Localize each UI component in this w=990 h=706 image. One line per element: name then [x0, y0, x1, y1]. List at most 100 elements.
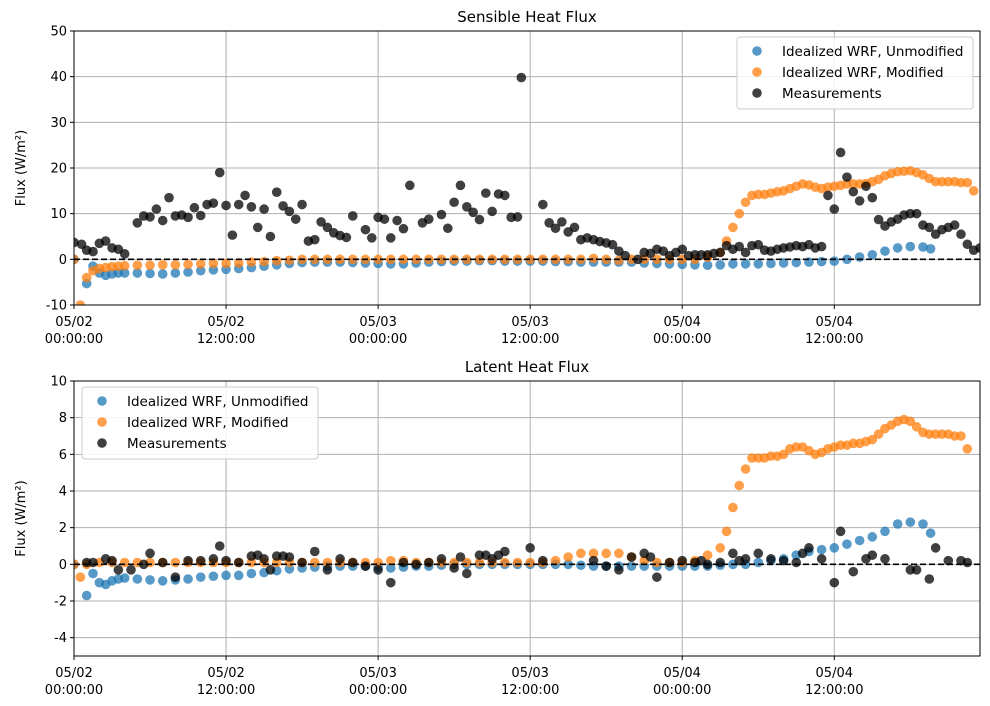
data-point [867, 550, 878, 560]
data-point [854, 196, 865, 206]
data-point [715, 543, 726, 553]
data-point [157, 215, 168, 226]
y-tick-label: 2 [59, 521, 67, 536]
x-tick-label: 05/04 [816, 315, 853, 330]
data-point [157, 269, 168, 279]
y-tick-label: 50 [50, 25, 67, 40]
data-point [778, 555, 789, 566]
data-point [753, 239, 764, 250]
data-point [956, 431, 966, 441]
data-point [905, 416, 916, 427]
data-point [652, 572, 662, 582]
x-tick-label: 00:00:00 [653, 332, 711, 347]
data-point [170, 260, 181, 270]
data-point [588, 555, 599, 566]
data-point [487, 206, 497, 217]
data-point [360, 561, 371, 571]
data-point [778, 258, 789, 268]
data-point [500, 190, 510, 201]
data-point [867, 249, 878, 260]
data-point [462, 202, 472, 212]
data-point [259, 256, 269, 267]
data-point [347, 557, 358, 568]
data-point [835, 526, 846, 537]
data-point [740, 197, 751, 208]
x-tick-label: 05/02 [55, 666, 92, 681]
data-point [677, 555, 688, 566]
legend-box [81, 386, 319, 460]
data-point [512, 212, 523, 222]
data-point [823, 190, 833, 201]
y-tick-label: 10 [50, 375, 67, 390]
data-point [829, 204, 840, 214]
data-point [233, 570, 244, 581]
data-point [880, 554, 890, 564]
data-point [753, 259, 764, 269]
legend-marker [752, 67, 762, 77]
legend-entry-label: Idealized WRF, Modified [127, 415, 289, 431]
data-point [829, 256, 840, 266]
data-point [278, 201, 288, 211]
data-point [804, 543, 814, 553]
data-point [962, 444, 973, 454]
chart-title: Latent Heat Flux [465, 358, 589, 376]
data-point [797, 548, 808, 559]
x-tick-label: 05/03 [511, 315, 548, 330]
data-point [195, 265, 206, 276]
data-point [778, 449, 789, 460]
data-point [443, 223, 453, 234]
data-point [170, 557, 181, 568]
data-point [157, 260, 168, 270]
data-point [195, 210, 206, 221]
x-tick-label: 05/03 [359, 666, 396, 681]
data-point [436, 209, 447, 220]
y-tick-label: -2 [54, 595, 67, 610]
data-point [550, 223, 561, 234]
data-point [88, 568, 98, 579]
data-point [816, 554, 827, 564]
data-point [962, 177, 973, 188]
data-point [607, 239, 618, 250]
y-axis-label: Flux (W/m²) [14, 130, 29, 206]
data-point [221, 258, 231, 269]
data-point [474, 214, 485, 225]
data-point [525, 557, 535, 568]
legend-box [736, 36, 974, 110]
y-tick-label: 0 [59, 558, 67, 573]
data-point [516, 72, 527, 83]
data-point [316, 217, 326, 227]
data-point [925, 528, 936, 538]
x-tick-label: 05/04 [816, 666, 853, 681]
data-point [208, 554, 219, 564]
data-point [455, 180, 466, 191]
y-tick-label: 20 [50, 162, 67, 177]
data-point [867, 532, 878, 542]
data-point [766, 554, 776, 564]
data-point [873, 429, 884, 439]
x-tick-label: 00:00:00 [45, 332, 103, 347]
data-point [290, 214, 301, 224]
data-point [233, 557, 244, 568]
data-point [500, 254, 510, 265]
data-point [88, 246, 98, 257]
data-point [157, 576, 168, 586]
legend-marker [97, 396, 107, 406]
legend-marker [752, 46, 762, 56]
data-point [677, 244, 688, 255]
data-point [734, 480, 745, 491]
x-tick-label: 05/02 [55, 315, 92, 330]
data-point [208, 198, 219, 208]
data-point [664, 557, 675, 568]
data-point [892, 243, 903, 253]
data-point [436, 254, 447, 265]
data-point [588, 253, 599, 264]
data-point [835, 147, 846, 158]
data-point [132, 574, 143, 584]
data-point [385, 577, 396, 588]
data-point [740, 464, 751, 474]
data-point [740, 247, 751, 258]
data-point [943, 555, 954, 566]
data-point [221, 570, 231, 581]
data-point [385, 555, 396, 566]
